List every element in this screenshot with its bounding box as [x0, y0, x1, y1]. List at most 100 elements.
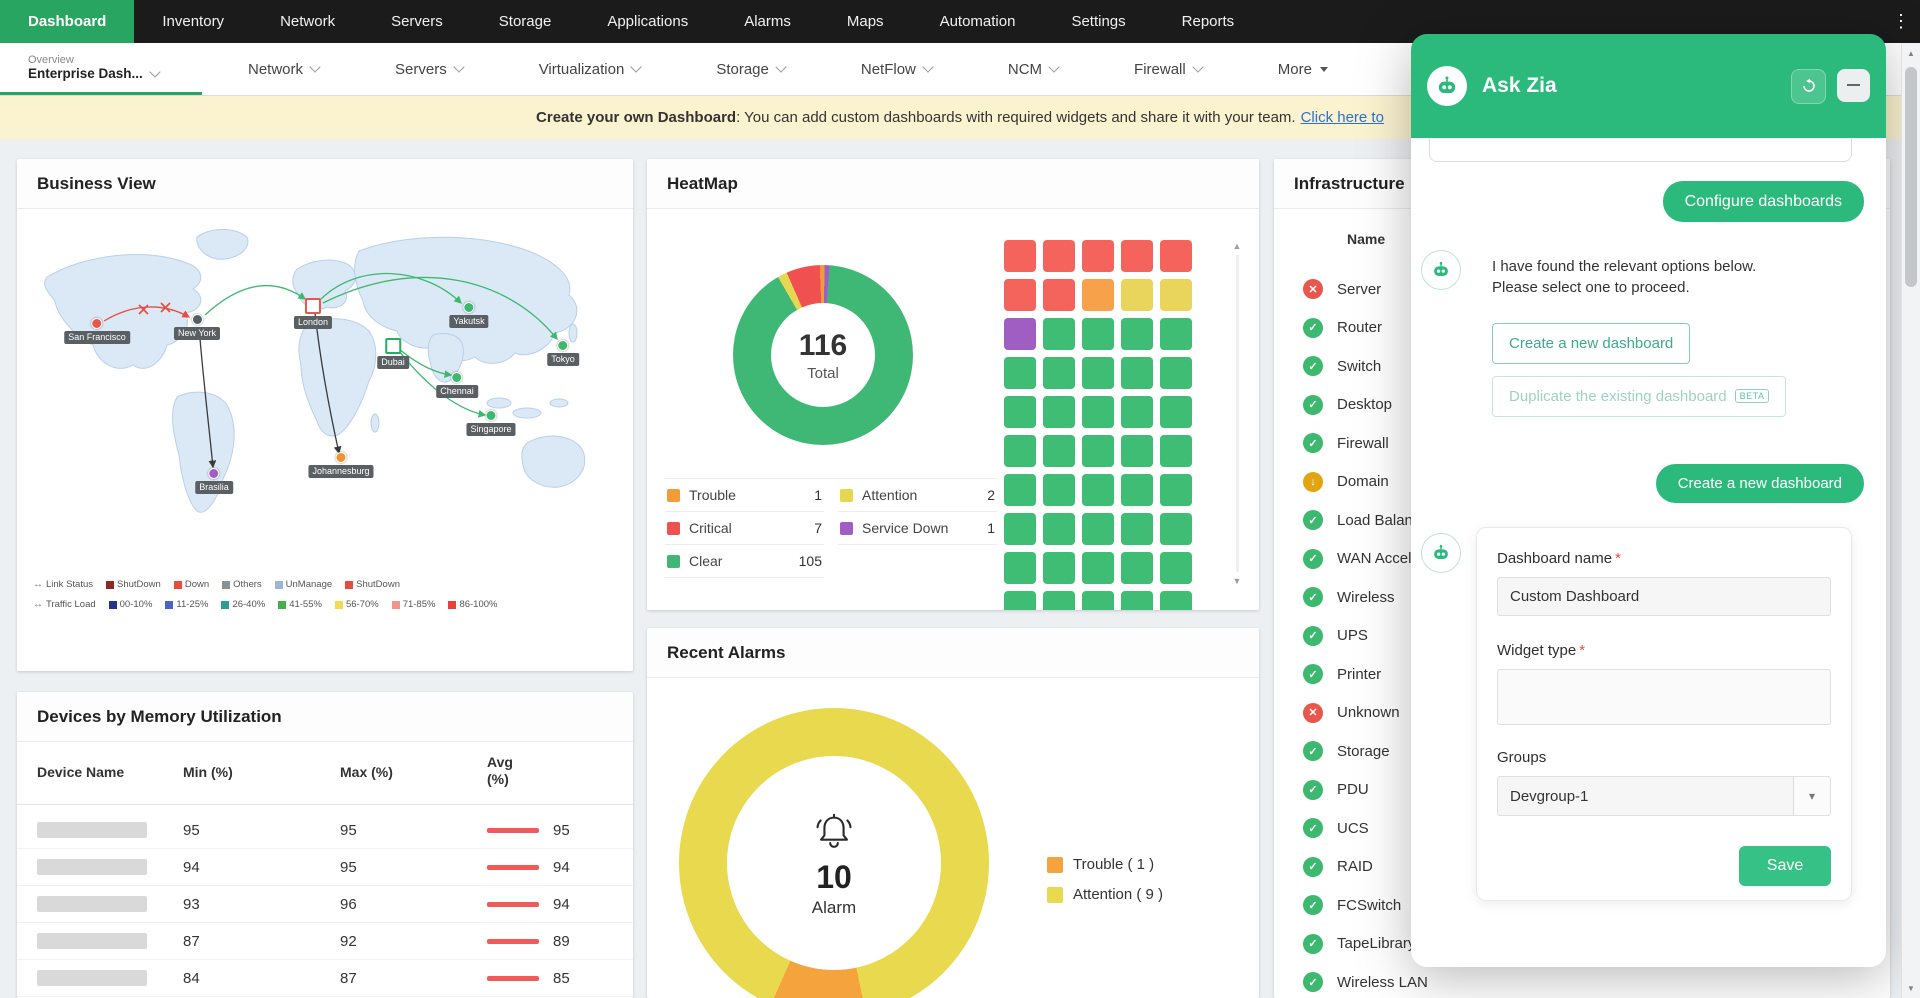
subnav-item-servers[interactable]: Servers: [395, 61, 465, 78]
widget-type-input[interactable]: [1497, 669, 1831, 725]
heatmap-cell[interactable]: [1043, 318, 1075, 350]
heatmap-cell[interactable]: [1121, 474, 1153, 506]
heatmap-cell[interactable]: [1043, 240, 1075, 272]
map-city-tokyo[interactable]: Tokyo: [547, 340, 579, 366]
heatmap-cell[interactable]: [1004, 240, 1036, 272]
map-city-brasilia[interactable]: Brasilia: [195, 468, 233, 494]
subnav-item-firewall[interactable]: Firewall: [1134, 61, 1204, 78]
infrastructure-row[interactable]: ✓ Printer: [1274, 655, 1890, 694]
groups-select[interactable]: Devgroup-1 ▾: [1497, 776, 1831, 816]
reset-conversation-icon[interactable]: [1791, 68, 1826, 104]
map-city-san-francisco[interactable]: San Francisco: [64, 318, 130, 344]
infrastructure-row[interactable]: ✓ Switch: [1274, 347, 1890, 386]
topnav-item-network[interactable]: Network: [280, 13, 336, 30]
heatmap-cell[interactable]: [1121, 279, 1153, 311]
infrastructure-row[interactable]: ✓ Firewall: [1274, 424, 1890, 463]
infrastructure-row[interactable]: ✓ Wireless LAN: [1274, 963, 1890, 998]
zia-chat-input[interactable]: [1429, 138, 1852, 162]
heatmap-scrollbar[interactable]: ▲ ▼: [1231, 241, 1243, 586]
minimize-icon[interactable]: [1837, 68, 1870, 102]
infrastructure-row[interactable]: ↓ Domain: [1274, 463, 1890, 502]
heatmap-cell[interactable]: [1082, 279, 1114, 311]
heatmap-cell[interactable]: [1160, 513, 1192, 545]
infrastructure-row[interactable]: ✓ FCSwitch: [1274, 886, 1890, 925]
subnav-item-ncm[interactable]: NCM: [1008, 61, 1060, 78]
heatmap-cell[interactable]: [1043, 474, 1075, 506]
configure-dashboards-button[interactable]: Configure dashboards: [1662, 181, 1864, 222]
heatmap-cell[interactable]: [1082, 474, 1114, 506]
heatmap-cell[interactable]: [1160, 474, 1192, 506]
topnav-item-automation[interactable]: Automation: [939, 13, 1016, 30]
scrollbar-thumb[interactable]: [1905, 67, 1917, 287]
heatmap-cell[interactable]: [1082, 318, 1114, 350]
heatmap-cell[interactable]: [1004, 318, 1036, 350]
heatmap-cell[interactable]: [1082, 435, 1114, 467]
heatmap-legend-item[interactable]: Attention 2: [838, 479, 997, 512]
topnav-item-servers[interactable]: Servers: [391, 13, 443, 30]
page-scrollbar[interactable]: ▲ ▼: [1901, 43, 1920, 998]
topnav-item-maps[interactable]: Maps: [846, 13, 884, 30]
topnav-item-applications[interactable]: Applications: [607, 13, 689, 30]
infrastructure-row[interactable]: ✓ Router: [1274, 309, 1890, 348]
infrastructure-row[interactable]: ✓ Desktop: [1274, 386, 1890, 425]
map-city-johannesburg[interactable]: Johannesburg: [308, 452, 374, 478]
heatmap-cell[interactable]: [1004, 513, 1036, 545]
infrastructure-row[interactable]: ✕ Server: [1274, 270, 1890, 309]
map-city-yakutsk[interactable]: Yakutsk: [449, 302, 489, 328]
heatmap-legend-item[interactable]: Critical 7: [665, 512, 824, 545]
heatmap-cell[interactable]: [1121, 357, 1153, 389]
topnav-item-reports[interactable]: Reports: [1181, 13, 1235, 30]
heatmap-cell[interactable]: [1004, 435, 1036, 467]
heatmap-cell[interactable]: [1043, 357, 1075, 389]
scroll-up-icon[interactable]: ▲: [1907, 48, 1915, 58]
scroll-down-icon[interactable]: ▼: [1232, 576, 1242, 586]
heatmap-cell[interactable]: [1082, 240, 1114, 272]
infrastructure-row[interactable]: ✓ TapeLibrary: [1274, 925, 1890, 964]
map-city-singapore[interactable]: Singapore: [466, 410, 516, 436]
subnav-item-netflow[interactable]: NetFlow: [861, 61, 934, 78]
heatmap-cell[interactable]: [1004, 552, 1036, 584]
heatmap-cell[interactable]: [1004, 279, 1036, 311]
heatmap-cell[interactable]: [1160, 591, 1192, 610]
map-city-new-york[interactable]: New York: [173, 314, 221, 340]
banner-click-here-link[interactable]: Click here to: [1300, 108, 1384, 126]
heatmap-cell[interactable]: [1004, 396, 1036, 428]
infrastructure-row[interactable]: ✓ Storage: [1274, 732, 1890, 771]
chevron-down-icon[interactable]: ▾: [1793, 777, 1830, 815]
heatmap-cell[interactable]: [1121, 318, 1153, 350]
infrastructure-row[interactable]: ✓ RAID: [1274, 848, 1890, 887]
heatmap-legend-item[interactable]: Service Down 1: [838, 512, 997, 545]
heatmap-cell[interactable]: [1043, 591, 1075, 610]
heatmap-cell[interactable]: [1121, 396, 1153, 428]
heatmap-cell[interactable]: [1082, 357, 1114, 389]
duplicate-dashboard-option[interactable]: Duplicate the existing dashboard BETA: [1492, 376, 1787, 417]
kebab-menu-icon[interactable]: ⋮: [1892, 11, 1910, 31]
heatmap-cell[interactable]: [1160, 240, 1192, 272]
heatmap-cell[interactable]: [1121, 513, 1153, 545]
heatmap-cell[interactable]: [1043, 513, 1075, 545]
heatmap-cell[interactable]: [1160, 279, 1192, 311]
topnav-item-inventory[interactable]: Inventory: [162, 13, 225, 30]
infrastructure-row[interactable]: ✓ UPS: [1274, 617, 1890, 656]
infrastructure-row[interactable]: ✓ Load Balancer: [1274, 501, 1890, 540]
heatmap-cell[interactable]: [1121, 240, 1153, 272]
infrastructure-row[interactable]: ✕ Unknown: [1274, 694, 1890, 733]
tab-overview[interactable]: Overview Enterprise Dash...: [0, 43, 202, 95]
heatmap-cell[interactable]: [1160, 318, 1192, 350]
heatmap-cell[interactable]: [1160, 435, 1192, 467]
heatmap-cell[interactable]: [1082, 396, 1114, 428]
create-new-dashboard-option[interactable]: Create a new dashboard: [1492, 323, 1691, 364]
heatmap-cell[interactable]: [1004, 357, 1036, 389]
heatmap-cell[interactable]: [1043, 396, 1075, 428]
heatmap-cell[interactable]: [1160, 357, 1192, 389]
topnav-item-alarms[interactable]: Alarms: [744, 13, 791, 30]
save-button[interactable]: Save: [1739, 846, 1831, 886]
topnav-item-storage[interactable]: Storage: [498, 13, 552, 30]
heatmap-cell[interactable]: [1121, 435, 1153, 467]
heatmap-cell[interactable]: [1043, 552, 1075, 584]
heatmap-cell[interactable]: [1121, 552, 1153, 584]
topnav-item-dashboard[interactable]: Dashboard: [0, 0, 135, 43]
scroll-down-icon[interactable]: ▼: [1907, 983, 1915, 993]
dashboard-name-input[interactable]: [1497, 577, 1831, 616]
heatmap-cell[interactable]: [1043, 435, 1075, 467]
